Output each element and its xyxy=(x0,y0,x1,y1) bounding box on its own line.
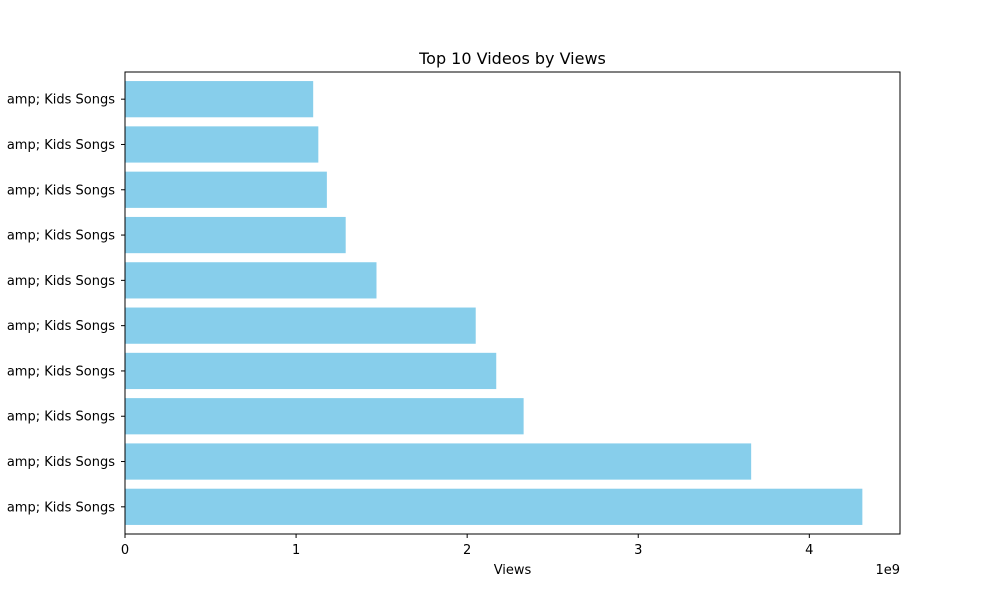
x-axis-offset-text: 1e9 xyxy=(875,563,900,578)
plot-frame xyxy=(124,71,901,535)
y-tick-label: amp; Kids Songs xyxy=(7,138,115,153)
y-tick-label: amp; Kids Songs xyxy=(7,455,115,470)
bar xyxy=(125,398,524,435)
y-axis: amp; Kids Songs amp; Kids Songs amp; Kids … xyxy=(7,93,125,515)
bar xyxy=(125,307,476,344)
x-tick-label: 0 xyxy=(121,543,129,558)
bars-layer xyxy=(125,81,863,525)
bar xyxy=(125,216,346,254)
bar xyxy=(125,126,319,163)
x-axis-label: Views xyxy=(494,563,532,578)
bar xyxy=(125,352,497,390)
x-tick-label: 4 xyxy=(805,543,813,558)
bar xyxy=(125,171,327,208)
chart-title: Top 10 Videos by Views xyxy=(418,49,606,68)
y-tick-label: amp; Kids Songs xyxy=(7,274,115,289)
bar xyxy=(125,262,377,299)
y-tick-label: amp; Kids Songs xyxy=(7,410,115,425)
bar xyxy=(125,443,752,480)
x-tick-label: 1 xyxy=(292,543,300,558)
x-tick-label: 2 xyxy=(463,543,471,558)
x-tick-label: 3 xyxy=(634,543,642,558)
y-tick-label: amp; Kids Songs xyxy=(7,364,115,379)
bar xyxy=(125,81,314,118)
y-tick-label: amp; Kids Songs xyxy=(7,500,115,515)
y-tick-label: amp; Kids Songs xyxy=(7,93,115,108)
bar xyxy=(125,488,863,525)
y-tick-label: amp; Kids Songs xyxy=(7,183,115,198)
y-tick-label: amp; Kids Songs xyxy=(7,229,115,244)
y-tick-label: amp; Kids Songs xyxy=(7,319,115,334)
x-axis: 0 1 2 3 4 xyxy=(121,534,813,558)
